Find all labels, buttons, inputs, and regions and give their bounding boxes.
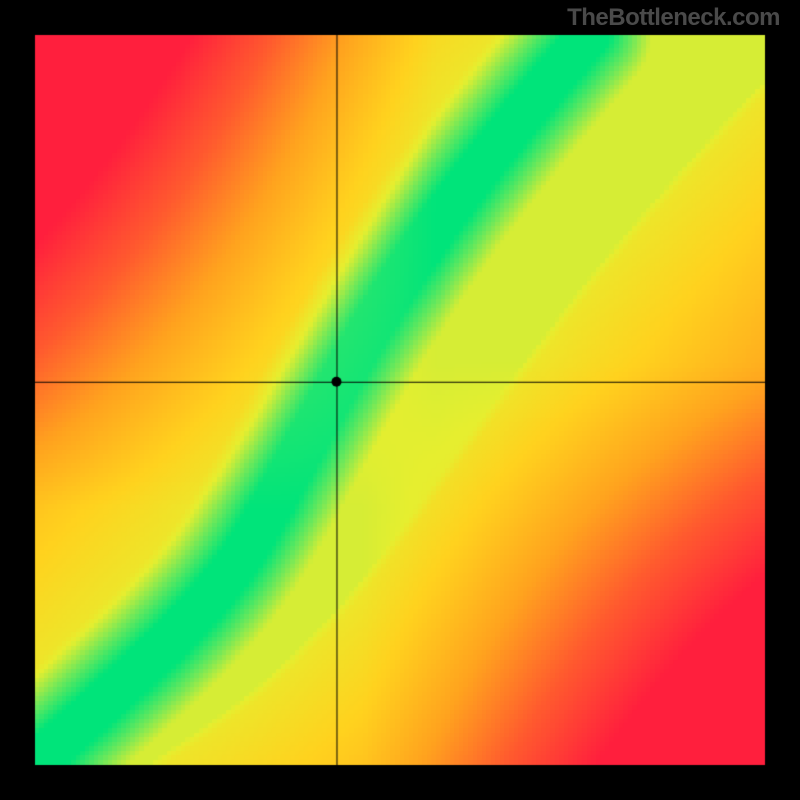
bottleneck-heatmap [0,0,800,800]
watermark-text: TheBottleneck.com [567,4,780,32]
